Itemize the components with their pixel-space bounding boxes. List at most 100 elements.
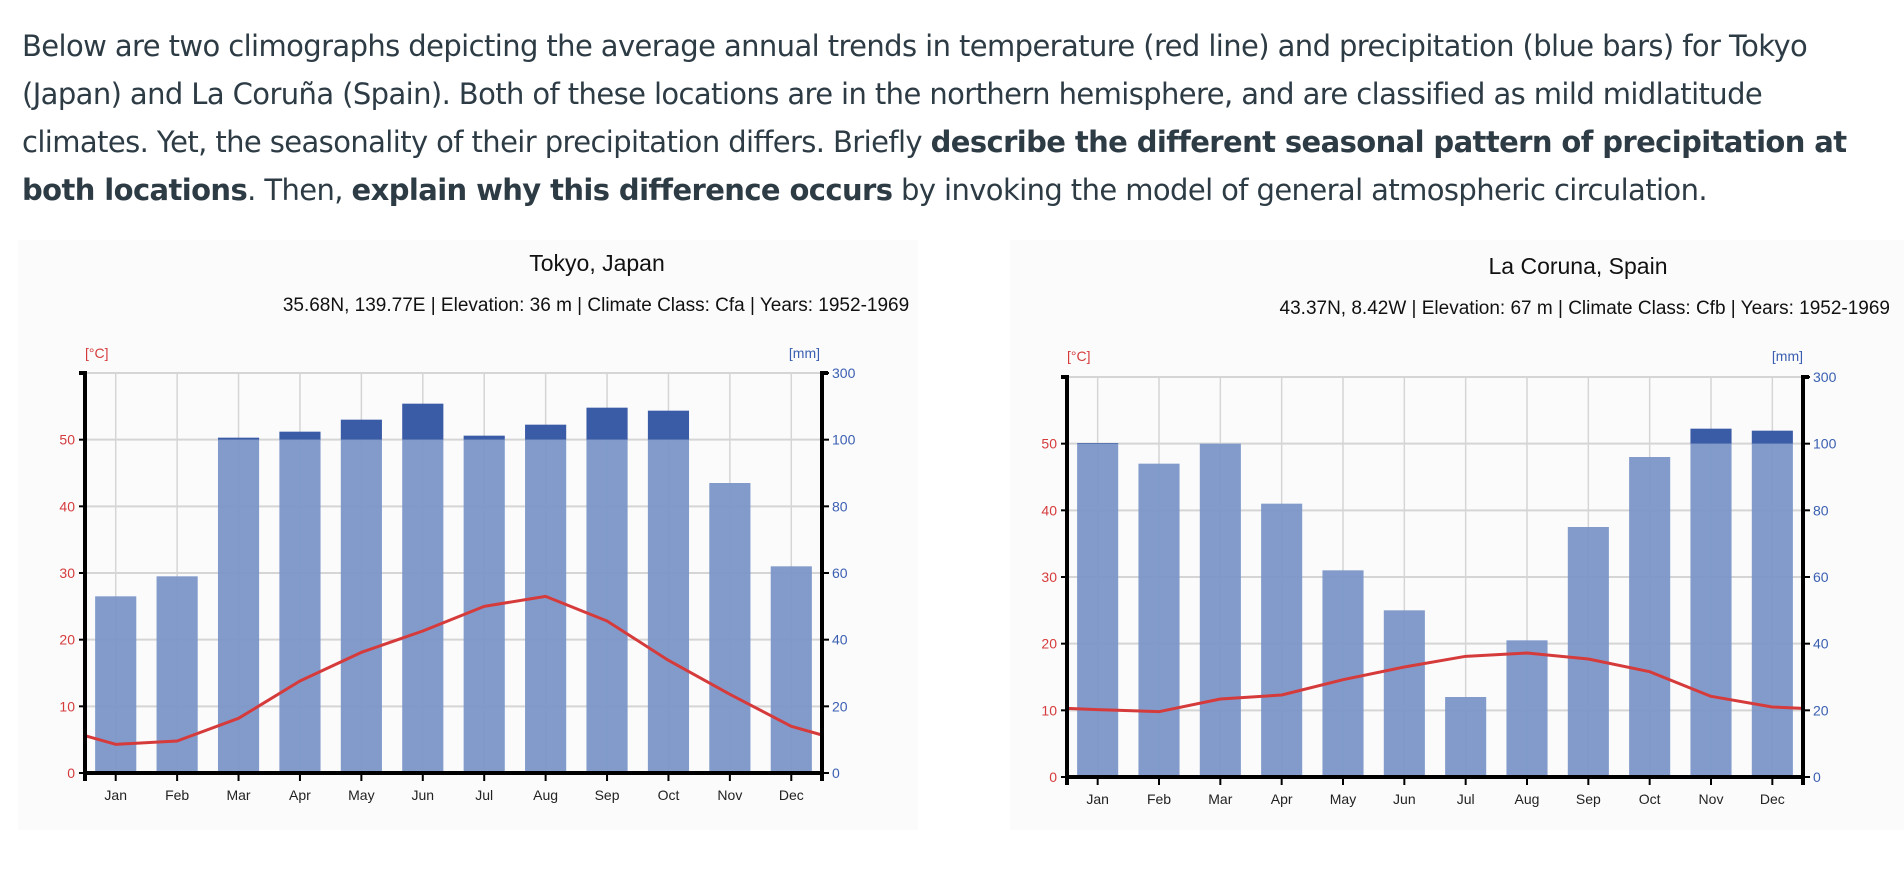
precip-bar-excess: [463, 435, 505, 440]
precip-bar-excess: [525, 424, 567, 440]
left-tick-label: 10: [59, 698, 75, 714]
precip-bar-excess: [279, 431, 321, 440]
precip-bar: [1261, 503, 1303, 777]
chart-title: Tokyo, Japan: [529, 250, 665, 276]
right-tick-label: 80: [1813, 502, 1829, 518]
x-tick-label: Jul: [475, 787, 493, 803]
left-tick-label: 10: [1041, 702, 1057, 718]
precip-bar: [340, 439, 382, 773]
x-tick-label: Aug: [1515, 791, 1540, 807]
precip-bar: [279, 439, 321, 773]
precip-bar-excess: [1077, 443, 1119, 444]
precip-bar: [1445, 697, 1487, 777]
precip-bar-excess: [340, 419, 382, 440]
precip-bar: [1199, 443, 1241, 777]
precip-bar: [1751, 443, 1793, 777]
plot-area: 0 10 20 30 40 50 0 20 40 60 80 100 300 Jan Feb Mar Apr Ma…: [59, 365, 855, 803]
precip-bar: [1567, 527, 1609, 777]
x-tick-label: Dec: [1760, 791, 1785, 807]
prompt-emphasis: describe the different seasonal pattern …: [22, 125, 1847, 207]
x-tick-label: Mar: [1208, 791, 1232, 807]
x-tick-label: Dec: [779, 787, 804, 803]
x-tick-label: Jun: [412, 787, 435, 803]
x-tick-label: Apr: [1271, 791, 1293, 807]
right-tick-label: 20: [1813, 702, 1829, 718]
precip-bar: [95, 596, 137, 773]
precip-bar: [402, 439, 444, 773]
left-tick-label: 30: [1041, 569, 1057, 585]
right-tick-label: 40: [832, 632, 848, 648]
prompt-text: . Then,: [247, 173, 352, 207]
precip-bar: [1506, 640, 1548, 777]
left-tick-label: 0: [67, 765, 75, 781]
chart-title: La Coruna, Spain: [1488, 253, 1667, 279]
precip-bar: [770, 566, 812, 773]
right-tick-label: 0: [832, 765, 840, 781]
right-tick-label: 0: [1813, 769, 1821, 785]
precip-bar: [709, 483, 751, 773]
chart-subtitle: 35.68N, 139.77E | Elevation: 36 m | Clim…: [283, 295, 909, 316]
plot-area: 0 10 20 30 40 50 0 20 40 60 80 100 300 Jan Feb Mar Apr Ma…: [1041, 369, 1836, 807]
right-axis-label: [mm]: [1772, 348, 1803, 364]
precip-bar: [1138, 463, 1180, 777]
question-prompt: Below are two climographs depicting the …: [22, 22, 1892, 214]
x-tick-label: Apr: [289, 787, 311, 803]
x-tick-label: Jan: [1086, 791, 1109, 807]
climograph-la-coruna: La Coruna, Spain 43.37N, 8.42W | Elevati…: [1010, 240, 1904, 830]
left-tick-label: 20: [59, 632, 75, 648]
x-tick-label: Mar: [226, 787, 250, 803]
x-tick-label: Oct: [658, 787, 680, 803]
prompt-text: Below are two climographs depicting the …: [22, 29, 1808, 159]
right-tick-label: 300: [832, 365, 856, 381]
precip-bar: [1322, 570, 1364, 777]
right-tick-label: 20: [832, 698, 848, 714]
precip-bar-excess: [1751, 430, 1793, 444]
x-tick-label: Jul: [1457, 791, 1475, 807]
prompt-emphasis: explain why this difference occurs: [351, 173, 893, 207]
precip-bar: [156, 576, 198, 773]
left-tick-label: 0: [1049, 769, 1057, 785]
precip-bar-excess: [1690, 428, 1732, 444]
x-tick-label: May: [348, 787, 374, 803]
precip-bar: [1383, 610, 1425, 777]
precip-bar: [1629, 457, 1671, 777]
left-tick-label: 40: [59, 498, 75, 514]
precip-bar: [647, 439, 690, 773]
precip-bar-excess: [402, 403, 444, 440]
precip-bar-excess: [217, 437, 260, 440]
x-tick-label: Feb: [1147, 791, 1171, 807]
chart-subtitle: 43.37N, 8.42W | Elevation: 67 m | Climat…: [1280, 298, 1890, 319]
left-tick-label: 50: [59, 432, 75, 448]
x-tick-label: Nov: [717, 787, 742, 803]
right-tick-label: 300: [1813, 369, 1837, 385]
left-axis-label: [°C]: [85, 345, 109, 361]
precip-bar-excess: [647, 410, 690, 440]
precip-bar-excess: [586, 407, 628, 440]
climograph-tokyo: Tokyo, Japan 35.68N, 139.77E | Elevation…: [18, 240, 918, 830]
x-tick-label: Jun: [1393, 791, 1416, 807]
x-tick-label: Sep: [595, 787, 620, 803]
left-tick-label: 40: [1041, 502, 1057, 518]
climograph-la-coruna-svg: La Coruna, Spain 43.37N, 8.42W | Elevati…: [1041, 253, 1890, 807]
x-tick-label: Oct: [1639, 791, 1661, 807]
climograph-tokyo-svg: Tokyo, Japan 35.68N, 139.77E | Elevation…: [59, 250, 909, 803]
right-tick-label: 80: [832, 498, 848, 514]
x-tick-label: Jan: [104, 787, 127, 803]
x-tick-label: May: [1330, 791, 1356, 807]
x-tick-label: Aug: [533, 787, 558, 803]
right-tick-label: 60: [1813, 569, 1829, 585]
x-tick-label: Nov: [1699, 791, 1724, 807]
temperature-line: [1066, 651, 1804, 714]
x-tick-label: Sep: [1576, 791, 1601, 807]
right-tick-label: 60: [832, 565, 848, 581]
right-tick-label: 100: [1813, 436, 1837, 452]
x-tick-label: Feb: [165, 787, 189, 803]
precip-bar: [586, 439, 628, 773]
prompt-text: by invoking the model of general atmosph…: [892, 173, 1708, 207]
right-tick-label: 40: [1813, 636, 1829, 652]
temperature-line: [84, 594, 823, 746]
precip-bar: [525, 439, 567, 773]
left-tick-label: 20: [1041, 636, 1057, 652]
right-tick-label: 100: [832, 432, 856, 448]
left-tick-label: 30: [59, 565, 75, 581]
